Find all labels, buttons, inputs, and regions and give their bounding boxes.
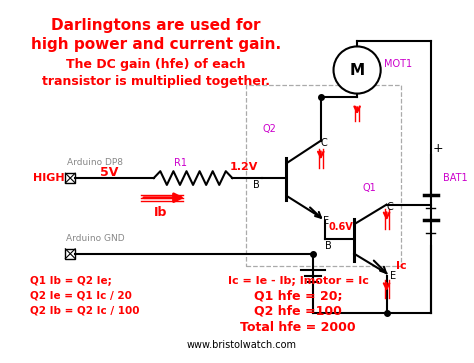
Text: 0.6V: 0.6V (328, 222, 353, 232)
Text: 5V: 5V (100, 166, 119, 179)
Text: HIGH: HIGH (33, 173, 64, 183)
Text: 1.2V: 1.2V (230, 162, 258, 172)
Text: high power and current gain.: high power and current gain. (31, 37, 281, 52)
Text: Q1 Ib = Q2 Ie;: Q1 Ib = Q2 Ie; (30, 276, 112, 286)
Text: +: + (432, 142, 443, 155)
Text: Q2 Ie = Q1 Ic / 20: Q2 Ie = Q1 Ic / 20 (30, 291, 132, 301)
Text: Arduino DP8: Arduino DP8 (67, 158, 123, 167)
Text: M: M (349, 62, 365, 78)
Text: www.bristolwatch.com: www.bristolwatch.com (186, 340, 296, 350)
Text: transistor is multiplied together.: transistor is multiplied together. (42, 75, 270, 88)
Text: Q2 Ib = Q2 Ic / 100: Q2 Ib = Q2 Ic / 100 (30, 306, 139, 316)
Text: E: E (323, 216, 329, 226)
Text: C: C (387, 201, 393, 212)
Text: Total hfe = 2000: Total hfe = 2000 (240, 321, 356, 334)
Bar (65, 173, 75, 183)
Text: Arduino GND: Arduino GND (65, 234, 124, 244)
Text: Q2 hfe =100: Q2 hfe =100 (254, 304, 342, 317)
Text: Ib: Ib (154, 206, 167, 219)
Text: Q1: Q1 (363, 183, 377, 193)
Text: BAT1: BAT1 (443, 173, 467, 183)
Text: MOT1: MOT1 (383, 59, 412, 69)
Text: R1: R1 (174, 158, 187, 168)
Text: The DC gain (hfe) of each: The DC gain (hfe) of each (66, 58, 246, 71)
Text: B: B (325, 241, 332, 251)
Text: E: E (390, 271, 396, 281)
Circle shape (334, 46, 381, 94)
Text: Ic = Ie - Ib; Imotor = Ic: Ic = Ie - Ib; Imotor = Ic (228, 276, 369, 286)
Text: Q1 hfe = 20;: Q1 hfe = 20; (254, 289, 342, 302)
Bar (246, 85, 401, 266)
Text: Q2: Q2 (263, 124, 277, 134)
Text: B: B (253, 180, 259, 190)
Bar (65, 249, 75, 258)
Text: Ic: Ic (396, 261, 407, 272)
Text: C: C (321, 138, 328, 148)
Text: Darlingtons are used for: Darlingtons are used for (51, 18, 261, 33)
